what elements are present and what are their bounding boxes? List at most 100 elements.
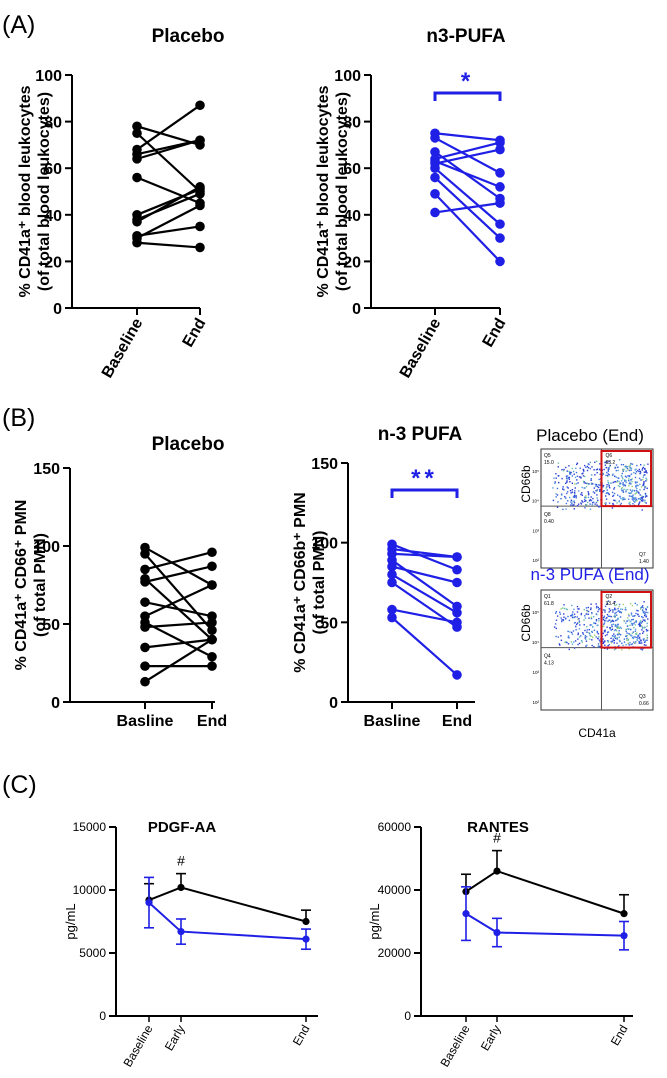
- flow-event-dot: [622, 483, 624, 485]
- flow-event-dot: [560, 608, 562, 610]
- flow-event-dot: [568, 648, 570, 651]
- flow-event-dot: [591, 503, 593, 506]
- paired-line: [434, 167, 501, 225]
- flow-event-dot: [590, 624, 593, 626]
- flow-event-dot: [633, 497, 635, 500]
- flow-event-dot: [567, 615, 569, 618]
- flow-event-dot: [635, 633, 638, 636]
- flow-event-dot: [573, 616, 575, 619]
- flow-event-dot: [597, 646, 600, 648]
- flow-event-dot: [586, 482, 589, 485]
- flow-event-dot: [587, 494, 590, 496]
- flow-event-dot: [619, 626, 622, 628]
- flow-event-dot: [597, 633, 600, 635]
- data-point-baseline: [140, 642, 150, 653]
- flow-event-dot: [644, 613, 646, 615]
- flow-event-dot: [581, 500, 583, 502]
- flow-event-dot: [561, 619, 563, 621]
- flow-event-dot: [567, 636, 569, 639]
- flow-event-dot: [630, 643, 632, 646]
- flow-event-dot: [594, 474, 596, 476]
- flow-event-dot: [567, 475, 569, 477]
- flow-event-dot: [610, 482, 612, 484]
- flow-event-dot: [599, 641, 601, 643]
- flow-event-dot: [559, 613, 561, 615]
- flow-event-dot: [628, 495, 631, 497]
- flow-event-dot: [631, 496, 634, 498]
- flow-event-dot: [627, 475, 629, 477]
- flow-event-dot: [621, 487, 623, 489]
- flow-event-dot: [636, 484, 638, 486]
- flow-event-dot: [577, 643, 579, 646]
- flow-event-dot: [559, 611, 561, 613]
- flow-event-dot: [618, 480, 620, 483]
- flow-event-dot: [611, 491, 614, 494]
- flow-event-dot: [615, 464, 618, 466]
- data-point-end: [207, 547, 217, 558]
- flow-event-dot: [592, 636, 594, 638]
- paired-line: [434, 132, 501, 142]
- flow-event-dot: [618, 459, 621, 461]
- flow-event-dot: [586, 644, 588, 646]
- flow-event-dot: [638, 622, 641, 625]
- flow-event-dot: [643, 464, 645, 466]
- flow-event-dot: [611, 628, 614, 630]
- flow-event-dot: [616, 481, 618, 483]
- flow-event-dot: [587, 606, 589, 609]
- paired-line: [136, 139, 201, 160]
- flow-event-dot: [624, 480, 626, 482]
- flow-event-dot: [612, 635, 614, 637]
- flow-event-dot: [557, 475, 559, 477]
- flow-event-dot: [564, 641, 566, 643]
- quadrant-label: 0.66: [639, 701, 649, 707]
- data-point: [302, 917, 310, 926]
- flow-event-dot: [618, 501, 620, 503]
- flow-event-dot: [639, 472, 642, 474]
- flow-event-dot: [614, 467, 616, 469]
- flow-event-dot: [571, 491, 574, 493]
- data-point-end: [207, 625, 217, 636]
- y-axis-label-line: pg/mL: [63, 903, 78, 939]
- flow-event-dot: [586, 609, 588, 612]
- flow-event-dot: [628, 492, 630, 494]
- flow-event-dot: [560, 498, 562, 500]
- flow-event-dot: [637, 484, 639, 487]
- flow-event-dot: [584, 507, 586, 509]
- y-tick-label: 0: [53, 301, 62, 318]
- flow-event-dot: [638, 636, 641, 639]
- flow-event-dot: [614, 604, 616, 607]
- x-tick-label: End: [290, 1023, 313, 1048]
- flow-event-dot: [617, 494, 619, 496]
- flow-event-dot: [565, 608, 568, 610]
- flow-event-dot: [624, 606, 627, 609]
- flow-event-dot: [606, 648, 609, 650]
- flow-event-dot: [578, 490, 580, 492]
- data-point: [493, 867, 501, 875]
- flow-event-dot: [619, 504, 622, 506]
- flow-event-dot: [557, 466, 559, 468]
- flow-event-dot: [643, 601, 645, 603]
- flow-event-dot: [612, 481, 614, 484]
- data-point-baseline: [140, 676, 150, 687]
- flow-event-dot: [620, 463, 623, 466]
- flow-event-dot: [566, 492, 568, 495]
- data-point-end: [207, 651, 217, 662]
- flow-event-dot: [644, 494, 647, 496]
- flow-event-dot: [578, 628, 581, 630]
- flow-event-dot: [631, 485, 633, 488]
- flow-event-dot: [615, 630, 618, 632]
- flow-event-dot: [619, 483, 621, 485]
- flow-event-dot: [605, 467, 608, 469]
- flow-y-tick-label: 10⁵: [532, 610, 539, 615]
- flow-event-dot: [633, 636, 635, 638]
- flow-event-dot: [612, 494, 615, 497]
- flow-event-dot: [604, 644, 606, 646]
- flow-event-dot: [590, 635, 592, 637]
- flow-event-dot: [635, 491, 638, 494]
- flow-event-dot: [612, 495, 614, 497]
- flow-event-dot: [645, 470, 647, 472]
- data-point-end: [495, 144, 505, 155]
- flow-event-dot: [577, 633, 579, 636]
- flow-event-dot: [607, 645, 609, 647]
- flow-event-dot: [571, 616, 574, 619]
